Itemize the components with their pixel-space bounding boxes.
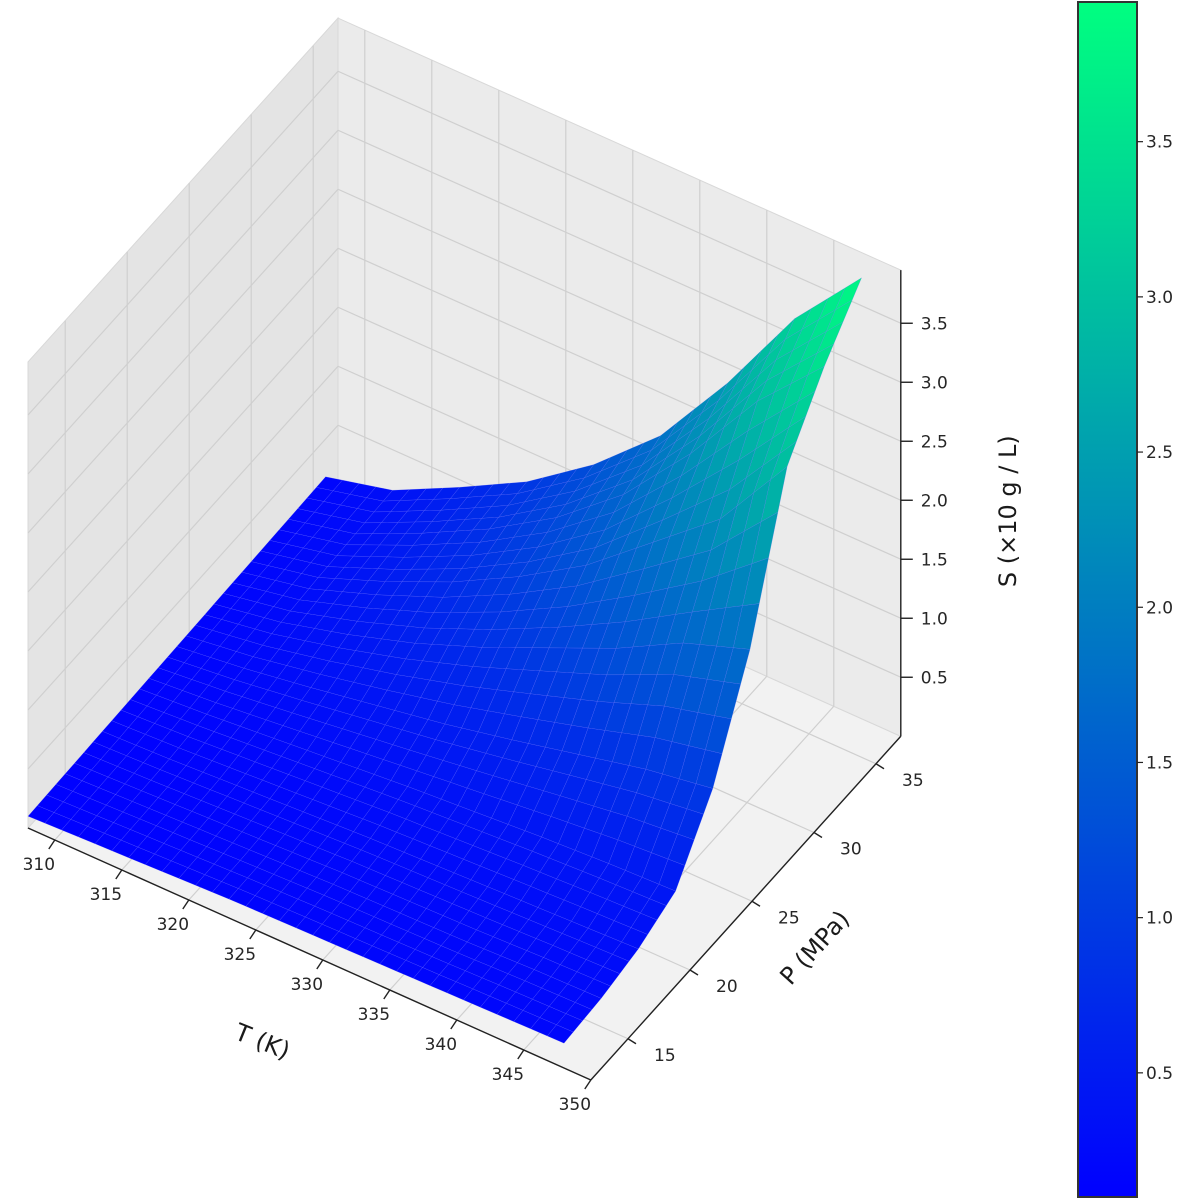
back-gridline xyxy=(337,247,902,501)
x-tick xyxy=(517,1049,525,1060)
x-tick xyxy=(450,1019,458,1030)
side-gridline xyxy=(27,306,339,652)
x-tick-label: 315 xyxy=(90,885,122,905)
z-tick-label: 1.0 xyxy=(921,609,948,629)
y-tick xyxy=(627,1038,637,1045)
colorbar-tick-label: 0.5 xyxy=(1146,1064,1173,1084)
x-tick xyxy=(115,869,123,880)
colorbar-tick-label: 1.0 xyxy=(1146,909,1173,929)
y-tick-label: 20 xyxy=(716,977,738,997)
x-tick-label: 325 xyxy=(224,945,256,965)
x-tick xyxy=(383,989,391,1000)
z-tick-label: 1.5 xyxy=(921,550,948,570)
x-tick xyxy=(584,1079,592,1090)
x-tick-label: 320 xyxy=(157,915,189,935)
colorbar xyxy=(1077,1,1138,1198)
side-gridline xyxy=(27,247,339,593)
x-tick xyxy=(48,839,56,850)
x-tick-label: 330 xyxy=(291,975,323,995)
side-gridline xyxy=(27,188,339,534)
y-tick xyxy=(875,763,885,770)
z-tick-label: 2.0 xyxy=(921,491,948,511)
x-tick xyxy=(316,959,324,970)
y-tick-label: 35 xyxy=(902,771,924,791)
z-tick-label: 2.5 xyxy=(921,432,948,452)
y-tick xyxy=(689,969,699,976)
surface-patch xyxy=(547,1024,574,1044)
z-axis-label: S (×10 g / L) xyxy=(994,435,1022,587)
side-gridline xyxy=(27,70,339,416)
colorbar-tick-label: 2.5 xyxy=(1146,443,1173,463)
back-gridline xyxy=(337,306,902,560)
colorbar-tick-label: 2.0 xyxy=(1146,598,1173,618)
y-tick-label: 30 xyxy=(840,840,862,860)
x-tick-label: 335 xyxy=(358,1005,390,1025)
y-axis-line xyxy=(590,735,902,1081)
x-tick xyxy=(249,929,257,940)
side-gridline xyxy=(27,365,339,711)
x-tick xyxy=(182,899,190,910)
z-tick-label: 3.0 xyxy=(921,373,948,393)
y-tick-label: 15 xyxy=(654,1046,676,1066)
x-tick-label: 310 xyxy=(23,855,55,875)
x-tick-label: 340 xyxy=(425,1035,457,1055)
y-tick xyxy=(813,831,823,839)
x-tick-label: 350 xyxy=(559,1095,591,1115)
x-tick-label: 345 xyxy=(492,1065,524,1085)
x-axis-label: T (K) xyxy=(230,1018,294,1066)
colorbar-tick-label: 3.5 xyxy=(1146,133,1173,153)
back-gridline xyxy=(337,70,902,324)
side-gridline xyxy=(27,129,339,475)
y-tick xyxy=(751,900,761,907)
colorbar-tick-label: 3.0 xyxy=(1146,288,1173,308)
colorbar-tick-label: 1.5 xyxy=(1146,754,1173,774)
y-tick-label: 25 xyxy=(778,908,800,928)
z-tick-label: 0.5 xyxy=(921,668,948,688)
side-gridline xyxy=(27,424,339,770)
z-tick-label: 3.5 xyxy=(921,314,948,334)
